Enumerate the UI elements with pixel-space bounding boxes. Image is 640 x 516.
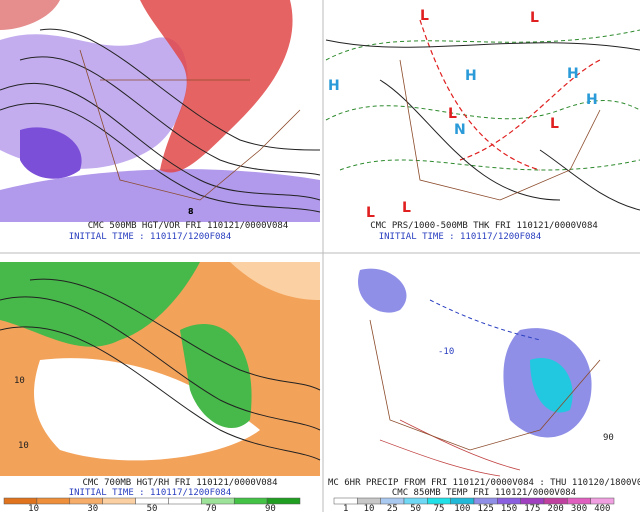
- caption: INITIAL TIME : 110117/1200F084: [379, 232, 542, 242]
- contour-label: -10: [438, 347, 454, 357]
- panel-thickness: L L H H H H L L L L N CMC PRS/1000-500MB…: [325, 0, 640, 242]
- high: N: [454, 122, 466, 138]
- colorbar-swatch: [266, 497, 301, 505]
- caption: CMC PRS/1000-500MB THK FRI 110121/0000V0…: [370, 221, 598, 231]
- colorbar-label: 10: [364, 504, 375, 512]
- panel-precip: -10 90 MC 6HR PRECIP FROM FRI 110121/000…: [326, 262, 640, 514]
- low: L: [550, 116, 559, 132]
- colorbar-label: 75: [434, 504, 445, 512]
- contour-label: 10: [18, 441, 29, 451]
- colorbar-label: 125: [478, 504, 494, 512]
- low: L: [448, 106, 457, 122]
- pressure-centers: L L H H H H L L L L N: [328, 8, 598, 221]
- colorbar: 1 10 25 50 75 100 125 150 175 200 300 400: [333, 497, 615, 514]
- colorbar-swatch: [168, 497, 202, 505]
- caption: CMC 700MB HGT/RH FRI 110121/0000V084: [82, 478, 277, 488]
- colorbar-swatch: [233, 497, 268, 505]
- low: L: [420, 8, 429, 24]
- caption: INITIAL TIME : 110117/1200F084: [69, 488, 232, 498]
- colorbar-label: 1: [343, 504, 348, 512]
- colorbar-swatch: [36, 497, 71, 505]
- panel-500mb: 8 CMC 500MB HGT/VOR FRI 110121/0000V084 …: [0, 0, 321, 242]
- caption: MC 6HR PRECIP FROM FRI 110121/0000V084 :…: [328, 478, 640, 488]
- contour-label: 10: [14, 376, 25, 386]
- colorbar-label: 70: [206, 504, 217, 512]
- high: H: [328, 78, 340, 94]
- colorbar-label: 50: [410, 504, 421, 512]
- colorbar-label: 175: [524, 504, 540, 512]
- low: L: [366, 205, 375, 221]
- colorbar-label: 400: [594, 504, 610, 512]
- low: L: [530, 10, 539, 26]
- caption: INITIAL TIME : 110117/1200F084: [69, 232, 232, 242]
- colorbar-label: 300: [571, 504, 587, 512]
- colorbar-label: 150: [501, 504, 517, 512]
- high: H: [586, 92, 598, 108]
- colorbar-label: 25: [387, 504, 398, 512]
- colorbar-label: 200: [548, 504, 564, 512]
- colorbar-label: 100: [454, 504, 470, 512]
- caption: CMC 850MB TEMP FRI 110121/0000V084: [392, 488, 576, 498]
- colorbar-label: 30: [87, 504, 98, 512]
- caption: CMC 500MB HGT/VOR FRI 110121/0000V084: [88, 221, 288, 231]
- colorbar-label: 90: [265, 504, 276, 512]
- colorbar-label: 50: [147, 504, 158, 512]
- low: L: [402, 200, 411, 216]
- colorbar-swatch: [590, 497, 615, 505]
- colorbar-label: 10: [28, 504, 39, 512]
- high: H: [465, 68, 477, 84]
- colorbar: 10 30 50 70 90: [3, 497, 301, 514]
- map-label: 8: [188, 207, 194, 216]
- panel-700mb: 10 10 CMC 700MB HGT/RH FRI 110121/0000V0…: [0, 262, 321, 514]
- colorbar-swatch: [102, 497, 136, 505]
- contour-label: 90: [603, 433, 614, 443]
- high: H: [567, 66, 579, 82]
